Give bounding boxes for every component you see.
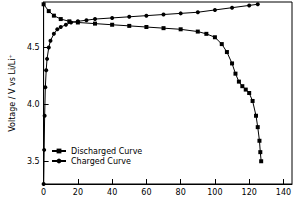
svg-text:4.0: 4.0 [27, 100, 40, 109]
svg-text:40: 40 [107, 188, 117, 197]
svg-text:Charged Curve: Charged Curve [71, 157, 131, 166]
svg-text:4.5: 4.5 [27, 43, 40, 52]
svg-text:100: 100 [207, 188, 222, 197]
svg-text:140: 140 [276, 188, 291, 197]
svg-text:3.5: 3.5 [27, 157, 40, 166]
svg-text:20: 20 [73, 188, 83, 197]
svg-text:80: 80 [176, 188, 186, 197]
svg-text:Discharged Curve: Discharged Curve [71, 147, 142, 156]
svg-text:60: 60 [141, 188, 151, 197]
svg-text:0: 0 [41, 188, 46, 197]
svg-text:120: 120 [242, 188, 257, 197]
svg-text:Voltage / V vs Li/Li⁺: Voltage / V vs Li/Li⁺ [8, 54, 17, 132]
